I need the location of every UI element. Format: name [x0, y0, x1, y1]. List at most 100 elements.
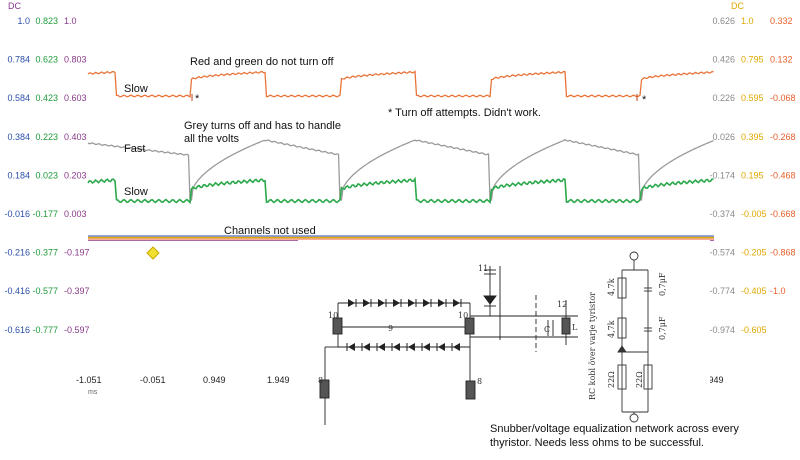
sketch-label-1: 10 — [328, 311, 338, 320]
right-yellow-tick-4: 0.195 — [741, 170, 764, 180]
left-purple-tick-4: 0.203 — [64, 170, 87, 180]
sketch-label-4: 8 — [318, 376, 323, 385]
left-purple-tick-1: 0.803 — [64, 55, 87, 65]
left-purple-tick-5: 0.003 — [64, 209, 87, 219]
left-blue-tick-7: -0.416 — [4, 286, 30, 296]
left-green-tick-5: -0.177 — [32, 209, 58, 219]
left-blue-tick-5: -0.016 — [4, 209, 30, 219]
trigger-marker[interactable] — [146, 246, 160, 260]
asterisk-2: * — [642, 94, 647, 106]
x-tick-3: 0.949 — [203, 375, 226, 385]
right-yellow-tick-2: 0.595 — [741, 93, 764, 103]
diodes-top-diode-3 — [393, 299, 400, 307]
left-green-tick-4: 0.023 — [35, 170, 58, 180]
left-scale-blue: 1.0 0.784 0.584 0.384 0.184 -0.016 -0.216 -0.41… — [4, 16, 30, 335]
rc-r2: 4,7k — [607, 320, 616, 338]
left-blue-tick-4: 0.184 — [7, 170, 30, 180]
label-slow-red: Slow — [124, 83, 148, 95]
left-green-tick-8: -0.777 — [32, 325, 58, 335]
note-grey-1: Grey turns off and has to handle — [184, 120, 341, 132]
sketch-label-7: 12 — [557, 300, 567, 309]
left-purple-tick-7: -0.397 — [64, 286, 90, 296]
right-red-tick-2: -0.068 — [770, 93, 796, 103]
left-purple-tick-2: 0.603 — [64, 93, 87, 103]
left-green-tick-2: 0.423 — [35, 93, 58, 103]
x-unit: ms — [88, 389, 98, 396]
diodes-bottom-diode-7 — [453, 343, 460, 351]
left-scale-purple: 1.0 0.803 0.603 0.403 0.203 0.003 -0.197 -0.397… — [64, 16, 90, 335]
rc-c2: 0,7μF — [658, 316, 667, 340]
diodes-bottom-diode-0 — [348, 343, 355, 351]
right-red-tick-4: -0.468 — [770, 170, 796, 180]
left-blue-tick-2: 0.584 — [7, 93, 30, 103]
diodes-bottom-diode-5 — [423, 343, 430, 351]
right-grey-tick-0: 0.626 — [712, 16, 735, 26]
right-grey-tick-4: -0.174 — [709, 170, 735, 180]
sketch-label-3: 9 — [388, 324, 393, 333]
diodes-bottom-diode-3 — [393, 343, 400, 351]
trace-red — [87, 70, 714, 98]
sketch-labels: 10 10 9 8 8 11 12 C L — [318, 264, 578, 386]
x-axis: -1.051 -0.051 0.949 1.949 8.949 ms — [76, 375, 724, 396]
trace-green — [87, 176, 714, 205]
left-blue-tick-6: -0.216 — [4, 248, 30, 258]
left-purple-tick-3: 0.403 — [64, 132, 87, 142]
right-grey-tick-1: 0.426 — [712, 55, 735, 65]
sketch-label-9: L — [572, 323, 578, 332]
rc-handwritten-note: RC kobl över varje tyristor — [588, 292, 597, 400]
left-blue-tick-0: 1.0 — [17, 16, 30, 26]
left-scale-green: 0.823 0.623 0.423 0.223 0.023 -0.177 -0.377 -0.… — [32, 16, 58, 335]
right-grey-tick-6: -0.574 — [709, 248, 735, 258]
rc-r1: 4,7k — [607, 278, 616, 296]
rc-network-sketch — [617, 251, 653, 423]
right-grey-tick-7: -0.774 — [709, 286, 735, 296]
right-red-tick-5: -0.668 — [770, 209, 796, 219]
sketch-label-5: 8 — [477, 377, 482, 386]
right-yellow-tick-7: -0.405 — [741, 286, 767, 296]
right-yellow-tick-5: -0.005 — [741, 209, 767, 219]
left-blue-tick-1: 0.784 — [7, 55, 30, 65]
right-yellow-tick-0: 1.0 — [741, 16, 754, 26]
asterisk-1: * — [195, 93, 200, 105]
unused-channel-lines — [88, 235, 714, 241]
label-slow-green: Slow — [124, 186, 148, 198]
right-red-tick-3: -0.268 — [770, 132, 796, 142]
left-dc-label: DC — [8, 1, 21, 11]
diodes-top-diode-5 — [423, 299, 430, 307]
diodes-bottom-diode-2 — [378, 343, 385, 351]
right-yellow-tick-3: 0.395 — [741, 132, 764, 142]
note-red-green: Red and green do not turn off — [190, 56, 334, 68]
trace-grey — [87, 138, 714, 201]
diodes-bottom-diode-1 — [363, 343, 370, 351]
diodes-top-diode-0 — [348, 299, 355, 307]
right-yellow-tick-1: 0.795 — [741, 55, 764, 65]
right-grey-tick-3: 0.026 — [712, 132, 735, 142]
diodes-top-diode-2 — [378, 299, 385, 307]
note-grey-2: all the volts — [184, 133, 240, 145]
left-green-tick-6: -0.377 — [32, 248, 58, 258]
note-unused: Channels not used — [224, 225, 316, 237]
left-green-tick-3: 0.223 — [35, 132, 58, 142]
left-blue-tick-8: -0.616 — [4, 325, 30, 335]
diode-row-top — [348, 299, 462, 307]
note-turn-off: * Turn off attempts. Didn't work. — [388, 107, 541, 119]
right-yellow-tick-8: -0.605 — [741, 325, 767, 335]
right-grey-tick-8: -0.974 — [709, 325, 735, 335]
sketch-label-8: C — [544, 325, 550, 334]
label-fast: Fast — [124, 143, 145, 155]
diodes-top-diode-4 — [408, 299, 415, 307]
x-tick-5: 8.949 — [701, 375, 724, 385]
left-green-tick-1: 0.623 — [35, 55, 58, 65]
left-purple-tick-0: 1.0 — [64, 16, 77, 26]
diodes-bottom-diode-6 — [438, 343, 445, 351]
left-green-tick-0: 0.823 — [35, 16, 58, 26]
right-red-tick-7: -1.0 — [770, 286, 786, 296]
left-purple-tick-6: -0.197 — [64, 248, 90, 258]
right-grey-tick-5: -0.374 — [709, 209, 735, 219]
sketch-label-6: 11 — [478, 264, 488, 273]
left-purple-tick-8: -0.597 — [64, 325, 90, 335]
diodes-bottom-diode-4 — [408, 343, 415, 351]
x-tick-4: 1.949 — [267, 375, 290, 385]
right-scale-grey: 0.626 0.426 0.226 0.026 -0.174 -0.374 -0.574 -0… — [709, 16, 735, 335]
